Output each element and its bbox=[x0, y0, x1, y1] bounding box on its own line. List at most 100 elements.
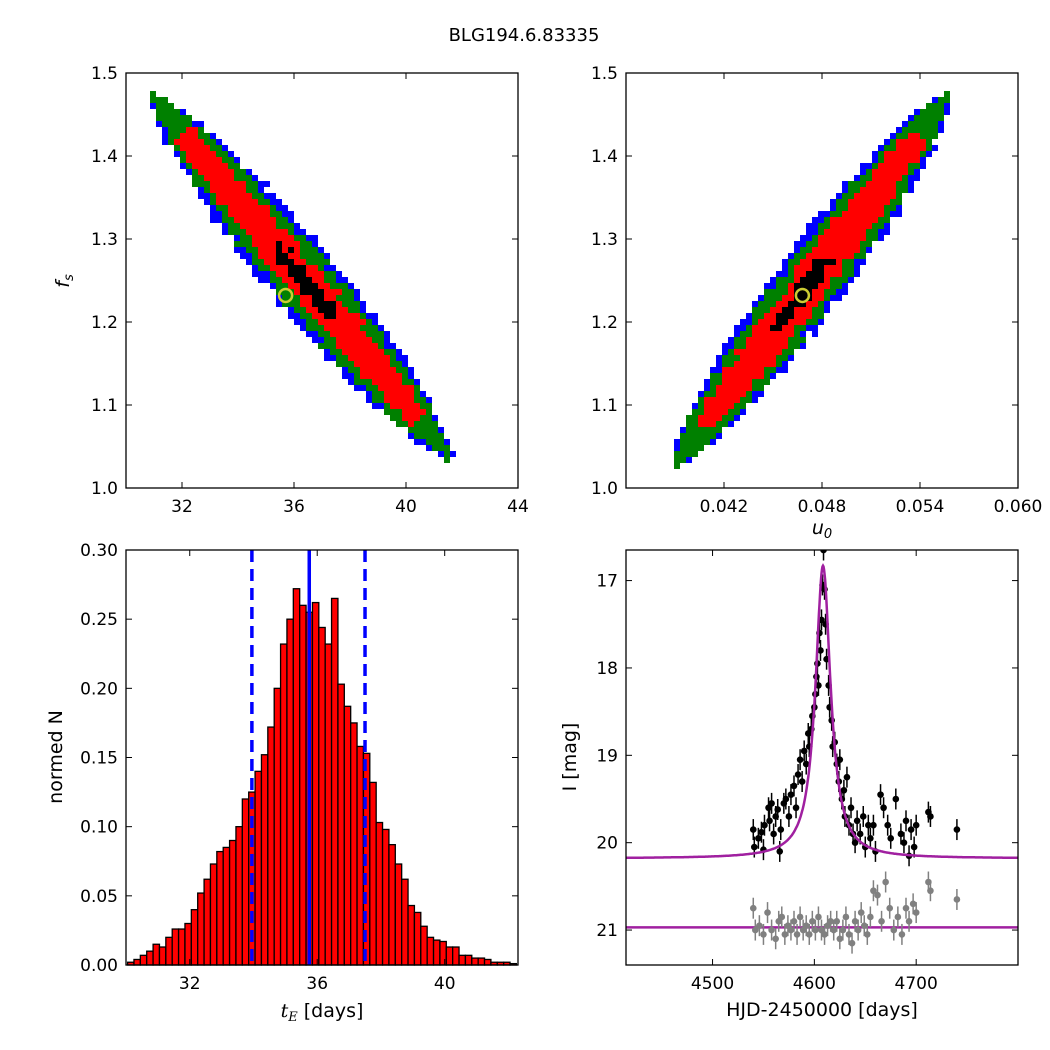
p1-cell-l2-169 bbox=[354, 367, 360, 373]
p1-cell-l1-188 bbox=[348, 337, 354, 343]
p1-cell-l1-70 bbox=[240, 205, 246, 211]
p2-cell-l1-166 bbox=[836, 247, 842, 253]
p1-cell-l0-25 bbox=[318, 289, 324, 295]
p2-cell-l2-124 bbox=[818, 223, 824, 229]
p3-bar-35 bbox=[350, 722, 358, 966]
p1-cell-l1-255 bbox=[402, 403, 408, 409]
p2-cell-l1-47 bbox=[740, 385, 746, 391]
p1-cell-l3-87 bbox=[354, 289, 360, 295]
p1-cell-l3-35 bbox=[252, 265, 258, 271]
p3-bar-39 bbox=[375, 821, 384, 966]
p2-cell-l3-33 bbox=[770, 277, 776, 283]
p2-cell-l1-225 bbox=[878, 163, 884, 169]
p1-cell-l1-24 bbox=[204, 151, 210, 157]
p1-cell-l2-31 bbox=[186, 163, 192, 169]
p3-histogram bbox=[126, 550, 518, 966]
p2-cell-l1-215 bbox=[866, 223, 872, 229]
p1-cell-l1-0 bbox=[174, 139, 180, 145]
p1-cell-l2-77 bbox=[252, 181, 258, 187]
p2-cell-l1-265 bbox=[908, 139, 914, 145]
p1-cell-l1-16 bbox=[192, 163, 198, 169]
p2-cell-l3-105 bbox=[914, 169, 920, 175]
p2-cell-l2-64 bbox=[746, 331, 752, 337]
p2-cell-l1-113 bbox=[794, 265, 800, 271]
p2-cell-l2-223 bbox=[938, 103, 944, 109]
p2-cell-l1-94 bbox=[770, 361, 776, 367]
p1-cell-l2-220 bbox=[420, 427, 426, 433]
p1-cell-l2-201 bbox=[396, 409, 402, 415]
p2-cell-l3-24 bbox=[740, 409, 746, 415]
p2-cell-l3-38 bbox=[782, 259, 788, 265]
p2-cell-l3-61 bbox=[818, 217, 824, 223]
p2-cell-l2-207 bbox=[920, 151, 926, 157]
p2-cell-l2-191 bbox=[902, 175, 908, 181]
p2-cell-l3-75 bbox=[842, 289, 848, 295]
p3-bar-50 bbox=[445, 946, 454, 966]
p4-data-point-3 bbox=[758, 828, 765, 836]
p2-cell-l2-177 bbox=[884, 205, 890, 211]
p1-cell-l1-186 bbox=[348, 325, 354, 331]
p3-bar-15 bbox=[222, 846, 231, 966]
p1-cell-l2-135 bbox=[318, 325, 324, 331]
p2-cell-l1-101 bbox=[782, 295, 788, 301]
p1-cell-l2-137 bbox=[318, 343, 324, 349]
p1-cell-l1-169 bbox=[336, 307, 342, 313]
p1-cell-l0-24 bbox=[312, 301, 318, 307]
p1-cell-l1-95 bbox=[258, 241, 264, 247]
p1-cell-l1-45 bbox=[222, 169, 228, 175]
p2-cell-l1-118 bbox=[794, 319, 800, 325]
p2-cell-l1-19 bbox=[722, 373, 728, 379]
p1-cell-l2-191 bbox=[384, 349, 390, 355]
p1-cell-l2-13 bbox=[168, 115, 174, 121]
p2-cell-l2-112 bbox=[800, 247, 806, 253]
p2-cell-l1-18 bbox=[722, 367, 728, 373]
p1-cell-l2-121 bbox=[306, 247, 312, 253]
p1-cell-l1-208 bbox=[360, 367, 366, 373]
p3-bar-45 bbox=[413, 911, 422, 966]
p2-cell-l2-60 bbox=[740, 343, 746, 349]
p2-cell-l2-154 bbox=[848, 271, 854, 277]
p2-cell-l3-78 bbox=[854, 259, 860, 265]
p2-cell-l1-8 bbox=[710, 403, 716, 409]
p1-cell-l3-36 bbox=[252, 271, 258, 277]
p1-cell-l2-99 bbox=[282, 217, 288, 223]
p2-cell-l1-91 bbox=[770, 343, 776, 349]
p2-cell-l1-79 bbox=[764, 325, 770, 331]
p2-cell-l2-54 bbox=[734, 343, 740, 349]
p2-xlabel-sub: 0 bbox=[824, 527, 832, 542]
p2-cell-l1-58 bbox=[752, 325, 758, 331]
p1-cell-l1-44 bbox=[222, 163, 228, 169]
p1-cell-l3-4 bbox=[162, 139, 168, 145]
p1-cell-l3-7 bbox=[180, 163, 186, 169]
p2-cell-l1-212 bbox=[866, 205, 872, 211]
p3-bar-18 bbox=[241, 798, 250, 966]
p2-cell-l2-138 bbox=[836, 205, 842, 211]
p1-cell-l2-203 bbox=[396, 421, 402, 427]
p1-cell-l2-8 bbox=[162, 109, 168, 115]
p1-cell-l1-17 bbox=[198, 139, 204, 145]
p1-cell-l1-92 bbox=[258, 223, 264, 229]
p2-cell-l1-233 bbox=[878, 211, 884, 217]
p2-cell-l0-14 bbox=[800, 277, 806, 283]
p1-cell-l1-134 bbox=[294, 247, 300, 253]
p1-cell-l2-81 bbox=[252, 253, 258, 259]
p3-bar-3 bbox=[146, 950, 154, 966]
p1-cell-l2-0 bbox=[150, 91, 156, 97]
p2-cell-l1-201 bbox=[860, 199, 866, 205]
p2-cell-l3-95 bbox=[890, 211, 896, 217]
p1-cell-l1-13 bbox=[192, 145, 198, 151]
p4-data-point-57 bbox=[851, 839, 859, 846]
p1-cell-l1-74 bbox=[246, 193, 252, 199]
p1-cell-l3-119 bbox=[438, 427, 444, 433]
p4-residual-point-1 bbox=[752, 926, 759, 934]
p3-bar-20 bbox=[254, 770, 263, 966]
p2-cell-l3-9 bbox=[710, 439, 716, 445]
p2-cell-l2-174 bbox=[878, 217, 884, 223]
p1-cell-l2-210 bbox=[414, 385, 420, 391]
p1-cell-l1-198 bbox=[354, 349, 360, 355]
p1-ylabel-main: f bbox=[52, 278, 74, 288]
p2-cell-l2-72 bbox=[758, 301, 764, 307]
p2-cell-l1-141 bbox=[818, 289, 824, 295]
p1-cell-l1-29 bbox=[210, 151, 216, 157]
p4-data-point-11 bbox=[774, 806, 782, 813]
